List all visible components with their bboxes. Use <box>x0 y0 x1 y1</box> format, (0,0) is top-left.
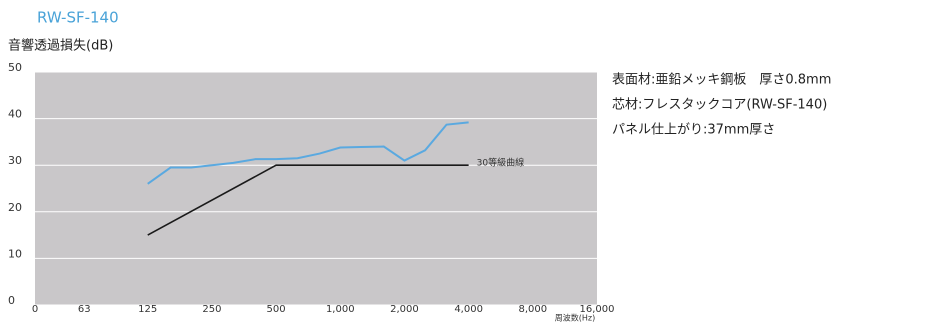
y-tick-label: 10 <box>8 247 22 260</box>
x-tick-label: 125 <box>138 304 157 315</box>
x-tick-label: 63 <box>78 304 91 315</box>
x-tick-label: 16,000 <box>580 304 615 315</box>
x-tick-label: 1,000 <box>326 304 355 315</box>
x-axis-label: 周波数(Hz) <box>555 313 595 323</box>
x-tick-label: 8,000 <box>518 304 547 315</box>
note: 芯材:フレスタックコア(RW-SF-140) <box>612 98 827 113</box>
x-tick-label: 500 <box>267 304 286 315</box>
series-line <box>147 164 469 236</box>
plot-area <box>35 72 597 305</box>
y-axis-label: 音響透過損失(dB) <box>8 38 113 54</box>
series-label: 30等級曲線 <box>477 157 524 169</box>
x-tick-label: 2,000 <box>390 304 419 315</box>
series-line <box>147 121 469 185</box>
y-tick-label: 50 <box>8 61 22 74</box>
note: 表面材:亜鉛メッキ鋼板 厚さ0.8mm <box>612 73 831 88</box>
x-tick-label: 0 <box>32 304 38 315</box>
y-tick-label: 20 <box>8 201 22 214</box>
y-tick-label: 40 <box>8 108 22 121</box>
y-tick-label: 0 <box>8 294 15 307</box>
y-tick-label: 30 <box>8 154 22 167</box>
note: パネル仕上がり:37mm厚さ <box>612 123 775 138</box>
x-tick-label: 250 <box>202 304 221 315</box>
x-tick-label: 4,000 <box>454 304 483 315</box>
chart-title: RW-SF-140 <box>37 9 119 27</box>
